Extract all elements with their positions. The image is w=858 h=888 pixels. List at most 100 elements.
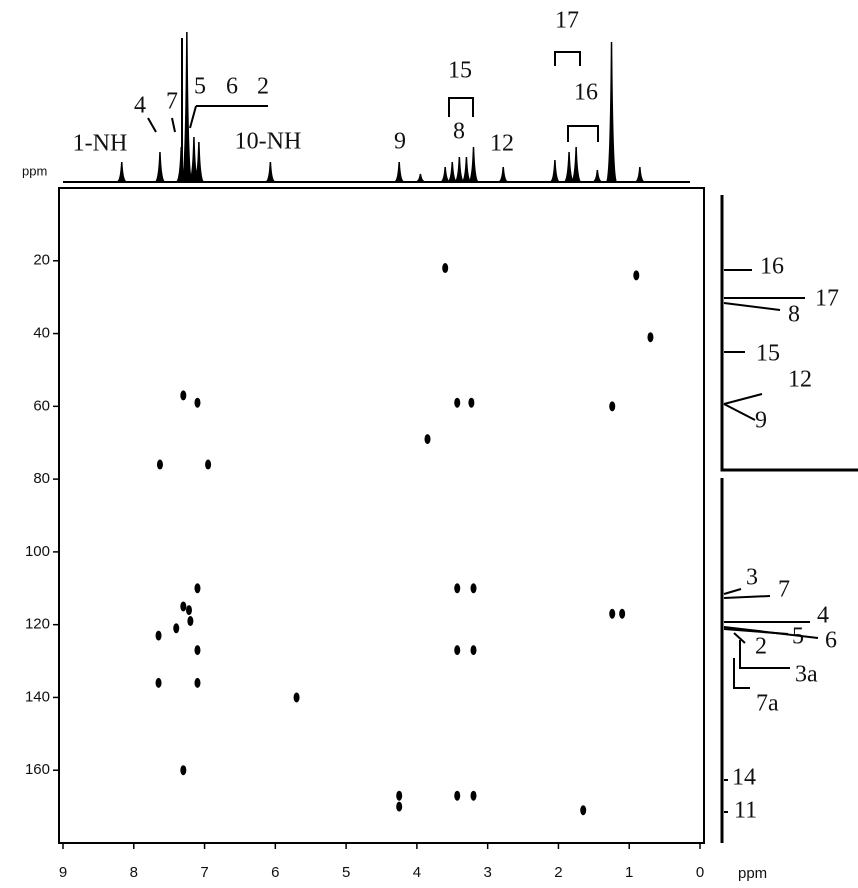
top-axis-label: ppm xyxy=(22,163,47,178)
proton-peak xyxy=(393,161,405,183)
cross-peak xyxy=(609,401,616,412)
carbon-label: 6 xyxy=(825,628,837,654)
x-tick-label: 0 xyxy=(696,864,704,881)
x-tick-label: 2 xyxy=(554,864,562,881)
x-tick-label: 8 xyxy=(130,864,138,881)
proton-peak xyxy=(447,161,458,183)
proton-peak xyxy=(454,156,465,183)
proton-peak xyxy=(440,166,451,183)
bracket xyxy=(189,105,268,129)
carbon-label: 12 xyxy=(788,367,812,393)
proton-peak xyxy=(461,156,472,183)
carbon-label: 7 xyxy=(778,577,790,603)
carbon-label: 3a xyxy=(795,662,818,688)
proton-peak xyxy=(193,141,205,183)
proton-peak xyxy=(116,161,127,183)
cross-peak xyxy=(155,630,162,641)
proton-label: 2 xyxy=(257,74,269,100)
proton-peak xyxy=(181,31,193,183)
x-axis-label: ppm xyxy=(738,865,767,882)
cross-peak xyxy=(580,805,587,816)
carbon-tick xyxy=(739,640,790,669)
proton-peak xyxy=(468,146,479,183)
proton-label: 16 xyxy=(574,80,598,106)
carbon-label: 7a xyxy=(756,691,779,717)
plot-frame xyxy=(58,187,705,844)
cross-peak xyxy=(156,459,163,470)
x-tick-label: 4 xyxy=(413,864,421,881)
proton-label: 17 xyxy=(555,8,579,34)
cross-peak xyxy=(396,801,403,812)
proton-peak xyxy=(563,151,575,183)
bracket xyxy=(171,117,176,133)
carbon-tick xyxy=(723,588,742,595)
x-tick-label: 1 xyxy=(625,864,633,881)
x-tick-label: 9 xyxy=(59,864,67,881)
cross-peak xyxy=(470,645,477,656)
carbon-label: 2 xyxy=(755,634,767,660)
x-tick-label: 6 xyxy=(271,864,279,881)
proton-label: 15 xyxy=(448,58,472,84)
carbon-label: 17 xyxy=(815,286,839,312)
x-tick-label: 5 xyxy=(342,864,350,881)
carbon-tick xyxy=(723,628,789,635)
proton-peak xyxy=(265,161,276,183)
cross-peak xyxy=(194,397,201,408)
carbon-label: 9 xyxy=(755,408,767,434)
y-tick-label: 100 xyxy=(25,543,50,560)
carbon-label: 14 xyxy=(732,765,756,791)
cross-peak xyxy=(470,790,477,801)
proton-label: 10-NH xyxy=(235,129,302,155)
proton-peak xyxy=(498,166,509,183)
carbon-label: 8 xyxy=(788,302,800,328)
cross-peak xyxy=(180,601,187,612)
cross-peak xyxy=(468,397,475,408)
cross-peak xyxy=(396,790,403,801)
carbon-label: 3 xyxy=(746,565,758,591)
carbon-axis xyxy=(720,195,858,843)
cross-peak xyxy=(454,583,461,594)
proton-label: 5 xyxy=(194,74,206,100)
carbon-tick xyxy=(733,658,750,689)
y-tick-label: 60 xyxy=(33,397,50,414)
x-tick-label: 7 xyxy=(200,864,208,881)
proton-peak xyxy=(415,173,426,183)
cross-peak xyxy=(155,677,162,688)
proton-peak xyxy=(549,159,561,183)
cross-peak xyxy=(470,583,477,594)
cross-peak xyxy=(187,616,194,627)
cross-peak xyxy=(619,608,626,619)
carbon-tick xyxy=(723,403,756,421)
cross-peak xyxy=(194,645,201,656)
y-tick-label: 80 xyxy=(33,470,50,487)
cross-peak xyxy=(454,790,461,801)
cross-peak xyxy=(293,692,300,703)
x-tick-label: 3 xyxy=(483,864,491,881)
cross-peak xyxy=(185,605,192,616)
y-tick-label: 120 xyxy=(25,616,50,633)
proton-peak xyxy=(605,41,618,183)
bracket xyxy=(567,125,599,142)
y-tick-label: 160 xyxy=(25,761,50,778)
carbon-label: 11 xyxy=(734,798,757,824)
cross-peak xyxy=(173,623,180,634)
carbon-tick xyxy=(723,595,771,599)
cross-peak xyxy=(194,583,201,594)
cross-peak xyxy=(454,645,461,656)
cross-peak xyxy=(442,263,449,274)
bracket xyxy=(147,117,157,133)
cross-peak xyxy=(194,677,201,688)
cross-peak xyxy=(180,765,187,776)
carbon-label: 4 xyxy=(817,603,829,629)
proton-peak xyxy=(592,169,603,183)
proton-label: 9 xyxy=(394,129,406,155)
carbon-label: 16 xyxy=(760,254,784,280)
carbon-tick xyxy=(733,632,746,644)
cross-peak xyxy=(205,459,212,470)
cross-peak xyxy=(454,397,461,408)
bracket xyxy=(448,97,474,117)
proton-label: 1-NH xyxy=(73,131,128,157)
proton-label: 4 xyxy=(134,93,146,119)
y-tick-label: 140 xyxy=(25,688,50,705)
